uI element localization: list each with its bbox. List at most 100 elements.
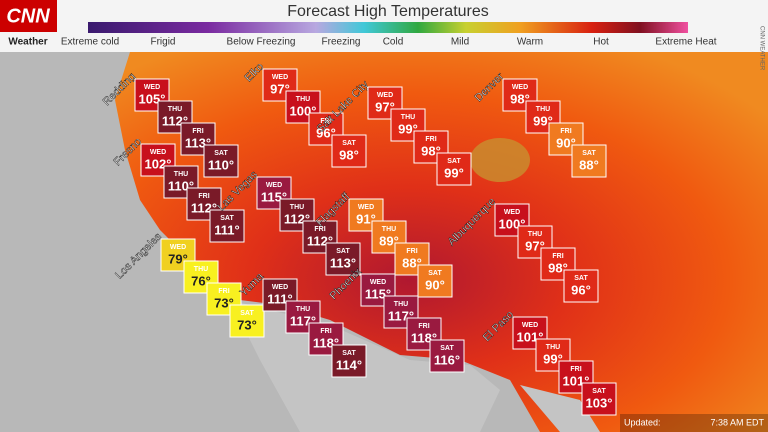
day-label: SAT [428,270,442,277]
day-label: THU [174,171,188,178]
temperature: 103° [586,395,613,410]
logo-box [0,0,57,32]
day-label: FRI [406,248,417,255]
updated-time: 7:38 AM EDT [710,417,764,427]
temperature: 110° [208,157,234,172]
day-label: WED [144,84,160,91]
day-label: THU [296,306,310,313]
scale-label: Extreme cold [61,37,119,48]
day-label: SAT [582,150,596,157]
day-label: WED [522,322,538,329]
color-ramp [88,22,688,33]
day-label: FRI [192,128,203,135]
day-label: WED [170,244,186,251]
day-label: WED [370,279,386,286]
day-label: FRI [552,253,563,260]
mexico-east [520,385,600,432]
day-box [203,144,239,178]
day-label: FRI [560,128,571,135]
day-label: FRI [570,366,581,373]
day-label: WED [272,74,288,81]
day-label: FRI [320,118,331,125]
cool-area [470,138,530,182]
day-label: FRI [314,226,325,233]
temperature: 97° [525,238,545,253]
day-label: THU [546,344,560,351]
scale-label: Cold [383,37,404,48]
scale-label: Warm [517,37,543,48]
temperature: 99° [444,165,464,180]
scale-labels: Extreme cold Frigid Below Freezing Freezing… [61,37,717,48]
day-label: WED [358,204,374,211]
day-label: SAT [220,215,234,222]
temperature: 114° [336,357,362,372]
temperature: 90° [556,135,576,150]
day-label: WED [150,149,166,156]
scale-label: Freezing [322,37,361,48]
temperature: 96° [316,125,336,140]
temperature: 79° [168,251,188,266]
day-box [331,344,367,378]
day-label: SAT [342,350,356,357]
day-label: THU [536,106,550,113]
scale-label: Mild [451,37,469,48]
logo: CNN [6,5,50,27]
temperature: 99° [398,121,418,136]
temperature: 98° [421,143,441,158]
day-label: SAT [336,248,350,255]
day-label: SAT [214,150,228,157]
temperature: 116° [434,352,460,367]
day-label: THU [194,266,208,273]
section: Weather [8,37,47,48]
day-label: THU [290,204,304,211]
temperature: 98° [510,91,530,106]
day-label: FRI [320,328,331,335]
day-label: WED [377,92,393,99]
title: Forecast High Temperatures [287,3,489,20]
day-label: SAT [342,140,356,147]
day-label: THU [296,96,310,103]
day-box [163,165,199,199]
temperature: 111° [214,222,239,237]
day-label: FRI [425,136,436,143]
scale-label: Hot [593,37,609,48]
temperature: 91° [356,211,376,226]
temperature: 99° [533,113,553,128]
day-label: WED [272,284,288,291]
temperature: 96° [571,282,591,297]
scale-label: Extreme Heat [655,37,716,48]
temperature: 99° [543,351,563,366]
temperature: 76° [191,273,211,288]
day-box [581,382,617,416]
day-box [229,304,265,338]
city-forecasts: Redding WED105°THU112°FRI113°SAT110°Fresn… [101,60,617,416]
day-label: THU [382,226,396,233]
day-box [436,152,472,186]
day-label: THU [394,301,408,308]
day-box [417,264,453,298]
day-box [429,339,465,373]
temperature: 73° [214,295,234,310]
day-box [325,242,361,276]
day-label: FRI [418,323,429,330]
day-label: SAT [240,310,254,317]
day-box [209,209,245,243]
temperature: 97° [270,81,290,96]
updated-label: Updated: [624,417,661,427]
credit: CNN WEATHER [758,26,764,71]
day-label: FRI [198,193,209,200]
day-box [563,269,599,303]
temperature: 97° [375,99,395,114]
day-label: WED [504,209,520,216]
temperature: 73° [237,317,257,332]
day-label: SAT [574,275,588,282]
day-box [206,282,242,316]
footer-bg [620,414,768,432]
day-label: WED [266,182,282,189]
temperature: 89° [379,233,399,248]
day-label: SAT [592,388,606,395]
scale-label: Below Freezing [227,37,296,48]
temperature: 113° [330,255,356,270]
